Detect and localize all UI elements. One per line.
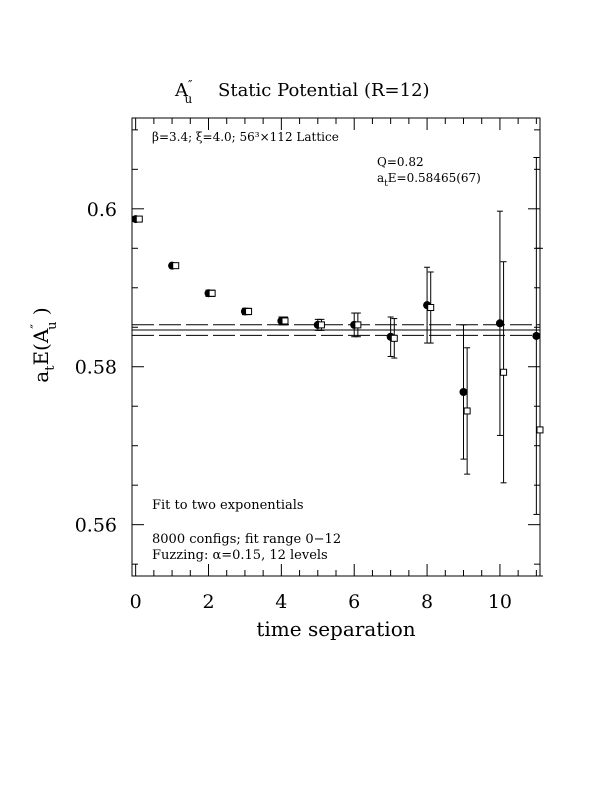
data-point	[135, 215, 143, 223]
data-point	[495, 210, 504, 436]
marker-open-square	[281, 317, 289, 325]
marker-open-square	[245, 307, 253, 315]
marker-open-square	[500, 368, 508, 376]
marker-open-square	[208, 289, 216, 297]
data-point	[208, 289, 216, 297]
marker-filled-circle	[495, 319, 504, 328]
configs-annotation: 8000 configs; fit range 0−12	[152, 532, 341, 547]
y-tick-label: 0.56	[75, 515, 117, 537]
data-point	[536, 247, 544, 577]
data-point	[354, 312, 362, 338]
axis-ticks	[132, 118, 540, 576]
data-point	[172, 262, 180, 270]
x-tick-label: 10	[488, 591, 512, 613]
x-tick-label: 4	[275, 591, 287, 613]
lattice-annotation: β=3.4; ξ=4.0; 56³×112 Lattice	[152, 130, 339, 144]
data-point	[427, 271, 435, 344]
marker-open-square	[536, 426, 544, 434]
x-axis-label: time separation	[256, 617, 415, 641]
data-point	[459, 324, 468, 460]
fit-annotation: Fit to two exponentials	[152, 498, 304, 513]
title-symbol: A″ u	[174, 78, 193, 106]
fuzzing-annotation: Fuzzing: α=0.15, 12 levels	[152, 548, 328, 563]
marker-open-square	[463, 407, 471, 415]
data-points	[131, 156, 544, 577]
data-point	[463, 347, 471, 475]
q-annotation: Q=0.82	[377, 155, 424, 169]
fit-band	[132, 324, 540, 336]
x-tick-label: 0	[130, 591, 142, 613]
energy-annotation: atE=0.58465(67)	[377, 171, 481, 189]
data-point	[500, 261, 508, 484]
x-tick-label: 6	[348, 591, 360, 613]
y-tick-label: 0.58	[75, 357, 117, 379]
axis-tick-labels: 0 2 4 6 8 10 0.56 0.58 0.6	[75, 199, 512, 613]
marker-filled-circle	[532, 331, 541, 340]
data-point	[317, 318, 325, 331]
y-axis-label: atE(A″u )	[29, 307, 60, 382]
data-point	[281, 316, 289, 326]
data-point	[245, 307, 253, 316]
data-point	[532, 156, 541, 515]
marker-open-square	[135, 215, 143, 223]
y-tick-label: 0.6	[87, 199, 117, 221]
marker-open-square	[390, 334, 398, 342]
data-point	[390, 318, 398, 359]
marker-open-square	[317, 321, 325, 329]
chart-title: A″ u Static Potential (R=12)	[174, 78, 430, 106]
title-text: Static Potential (R=12)	[218, 80, 430, 101]
marker-filled-circle	[459, 388, 468, 397]
x-tick-label: 8	[421, 591, 433, 613]
marker-open-square	[354, 321, 362, 329]
svg-text:atE(A″u ): atE(A″u )	[29, 307, 60, 382]
x-tick-label: 2	[202, 591, 214, 613]
marker-open-square	[172, 262, 180, 270]
marker-open-square	[427, 304, 435, 312]
